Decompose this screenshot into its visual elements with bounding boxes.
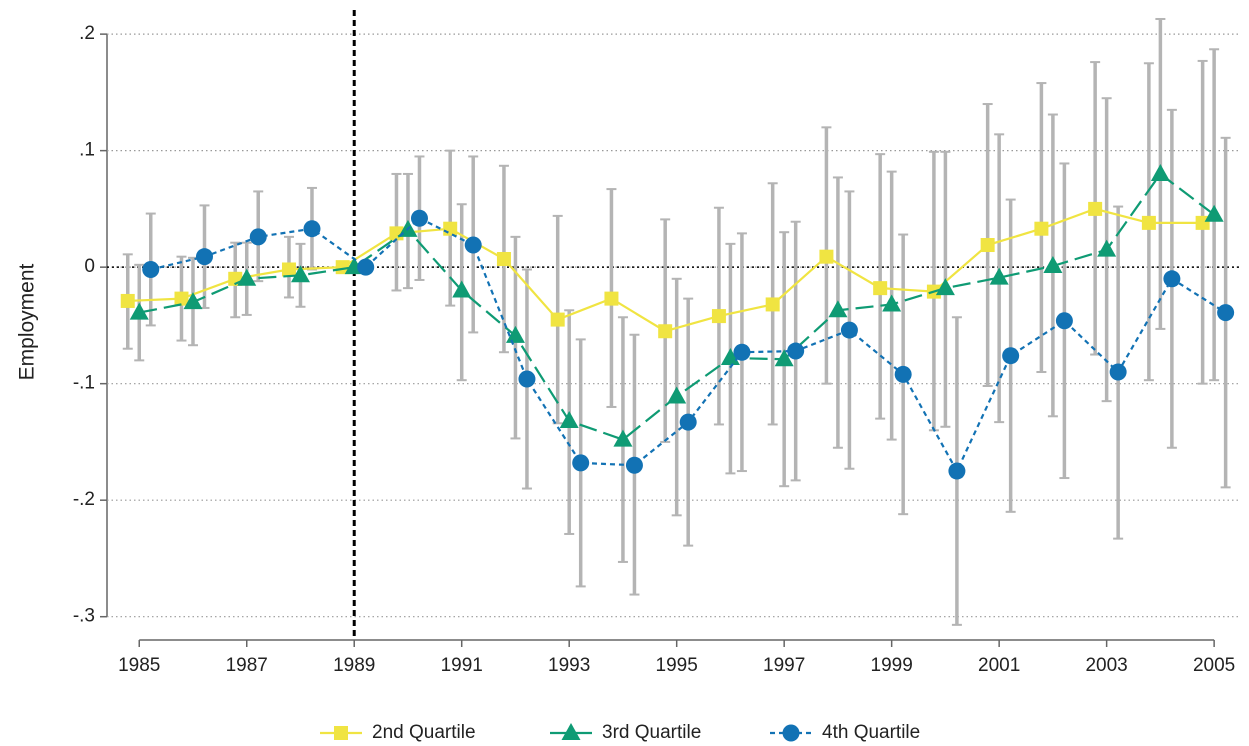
- marker: [129, 302, 149, 320]
- marker: [334, 726, 348, 740]
- marker: [935, 278, 955, 296]
- marker: [679, 413, 697, 431]
- marker: [559, 410, 579, 428]
- x-tick-label: 1999: [871, 655, 913, 676]
- y-axis-label: Employment: [16, 263, 39, 380]
- marker: [1150, 163, 1170, 181]
- y-tick-label: -.1: [73, 373, 95, 394]
- legend-label: 4th Quartile: [822, 722, 920, 743]
- marker: [281, 262, 296, 277]
- marker: [1163, 270, 1181, 288]
- marker: [550, 312, 565, 327]
- marker: [290, 265, 310, 283]
- marker: [505, 325, 525, 343]
- marker: [410, 209, 428, 227]
- marker: [1034, 221, 1049, 236]
- marker: [882, 294, 902, 312]
- marker: [613, 429, 633, 447]
- marker: [658, 324, 673, 339]
- x-tick-label: 2003: [1085, 655, 1127, 676]
- marker: [774, 349, 794, 367]
- legend: 2nd Quartile 3rd Quartile 4th Quartile: [320, 722, 920, 743]
- marker: [819, 249, 834, 264]
- marker: [142, 260, 160, 278]
- x-tick-label: 1985: [118, 655, 160, 676]
- marker: [1002, 347, 1020, 365]
- y-tick-label: 0: [84, 256, 95, 277]
- marker: [1204, 204, 1224, 222]
- marker: [828, 300, 848, 318]
- marker: [1043, 255, 1063, 273]
- marker: [1055, 312, 1073, 330]
- marker: [237, 268, 257, 286]
- marker: [1109, 363, 1127, 381]
- marker: [625, 456, 643, 474]
- marker: [667, 386, 687, 404]
- marker: [787, 342, 805, 360]
- marker: [948, 462, 966, 480]
- marker: [303, 220, 321, 238]
- x-tick-label: 2001: [978, 655, 1020, 676]
- x-tick-label: 1987: [226, 655, 268, 676]
- marker: [604, 291, 619, 306]
- marker: [518, 370, 536, 388]
- x-tick-label: 1995: [656, 655, 698, 676]
- marker: [1217, 304, 1235, 322]
- marker: [572, 454, 590, 472]
- marker: [840, 321, 858, 339]
- marker: [357, 258, 375, 276]
- marker: [174, 291, 189, 306]
- marker: [195, 248, 213, 266]
- marker: [249, 228, 267, 246]
- marker: [443, 221, 458, 236]
- marker: [1088, 201, 1103, 216]
- legend-label: 2nd Quartile: [372, 722, 476, 743]
- marker: [989, 267, 1009, 285]
- y-tick-label: -.2: [73, 489, 95, 510]
- x-tick-label: 1991: [441, 655, 483, 676]
- marker: [720, 348, 740, 366]
- marker: [335, 260, 350, 275]
- marker: [711, 309, 726, 324]
- marker: [120, 293, 135, 308]
- y-tick-label: -.3: [73, 606, 95, 627]
- marker: [980, 238, 995, 253]
- marker: [873, 281, 888, 296]
- x-tick-label: 1989: [333, 655, 375, 676]
- x-tick-label: 1993: [548, 655, 590, 676]
- marker: [452, 280, 472, 298]
- y-tick-label: .2: [79, 23, 95, 44]
- marker: [183, 292, 203, 310]
- marker: [464, 236, 482, 254]
- marker: [1097, 239, 1117, 257]
- marker: [561, 723, 581, 740]
- y-tick-label: .1: [79, 140, 95, 161]
- marker: [496, 252, 511, 266]
- legend-label: 3rd Quartile: [602, 722, 701, 743]
- x-tick-label: 1997: [763, 655, 805, 676]
- x-tick-label: 2005: [1193, 655, 1235, 676]
- marker: [894, 365, 912, 383]
- marker: [782, 724, 800, 742]
- marker: [733, 343, 751, 361]
- marker: [765, 297, 780, 312]
- marker: [1141, 215, 1156, 230]
